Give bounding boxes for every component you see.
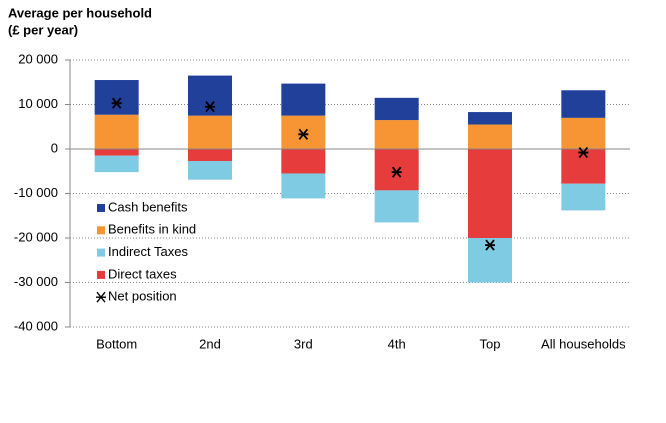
legend-label: Net position — [108, 289, 177, 304]
legend-swatch — [97, 226, 105, 235]
net-marker — [391, 166, 402, 178]
x-tick-label: 4th — [388, 336, 406, 351]
bar — [468, 149, 512, 238]
bar — [94, 149, 139, 156]
legend-label: Direct taxes — [108, 266, 177, 281]
x-tick-label: Top — [480, 336, 501, 351]
bar — [561, 149, 606, 184]
bar — [468, 124, 512, 149]
legend-label: Indirect Taxes — [108, 244, 188, 259]
net-marker — [578, 146, 589, 159]
bar — [94, 114, 139, 149]
x-tick-label: 3rd — [294, 336, 313, 351]
bar — [188, 75, 232, 116]
net-marker — [205, 101, 215, 113]
y-tick-label: -30 000 — [14, 274, 58, 289]
bar — [374, 120, 419, 149]
net-marker — [485, 239, 495, 251]
y-tick-label: -40 000 — [14, 318, 58, 333]
y-tick-label: 20 000 — [18, 51, 58, 66]
legend-label: Cash benefits — [108, 199, 188, 214]
legend-swatch — [97, 270, 105, 279]
y-tick-label: 10 000 — [18, 96, 58, 111]
bar — [561, 117, 606, 149]
bar — [188, 149, 232, 162]
bar — [468, 112, 512, 125]
bar — [94, 80, 139, 115]
bar — [94, 155, 139, 173]
y-tick-label: -10 000 — [14, 185, 58, 200]
bar — [374, 149, 419, 191]
x-tick-label: Bottom — [96, 336, 137, 351]
legend-marker — [96, 291, 106, 303]
bar — [561, 183, 606, 211]
chart-title: Average per household — [8, 5, 152, 20]
bar — [374, 97, 419, 121]
x-tick-label: All households — [541, 336, 626, 351]
x-tick-label: 2nd — [199, 336, 221, 351]
bar — [281, 149, 326, 174]
bar — [188, 115, 232, 149]
legend-label: Benefits in kind — [108, 222, 196, 237]
bar — [374, 190, 419, 223]
net-marker — [298, 128, 309, 140]
bar — [281, 115, 326, 149]
legend-swatch — [97, 248, 105, 257]
y-tick-label: -20 000 — [14, 229, 58, 244]
chart-subtitle: (£ per year) — [8, 22, 78, 37]
bar — [188, 161, 232, 180]
bar — [281, 173, 326, 199]
y-tick-label: 0 — [51, 140, 58, 155]
bar — [561, 90, 606, 118]
bar — [281, 83, 326, 116]
legend-swatch — [97, 204, 105, 212]
net-marker — [111, 97, 122, 109]
